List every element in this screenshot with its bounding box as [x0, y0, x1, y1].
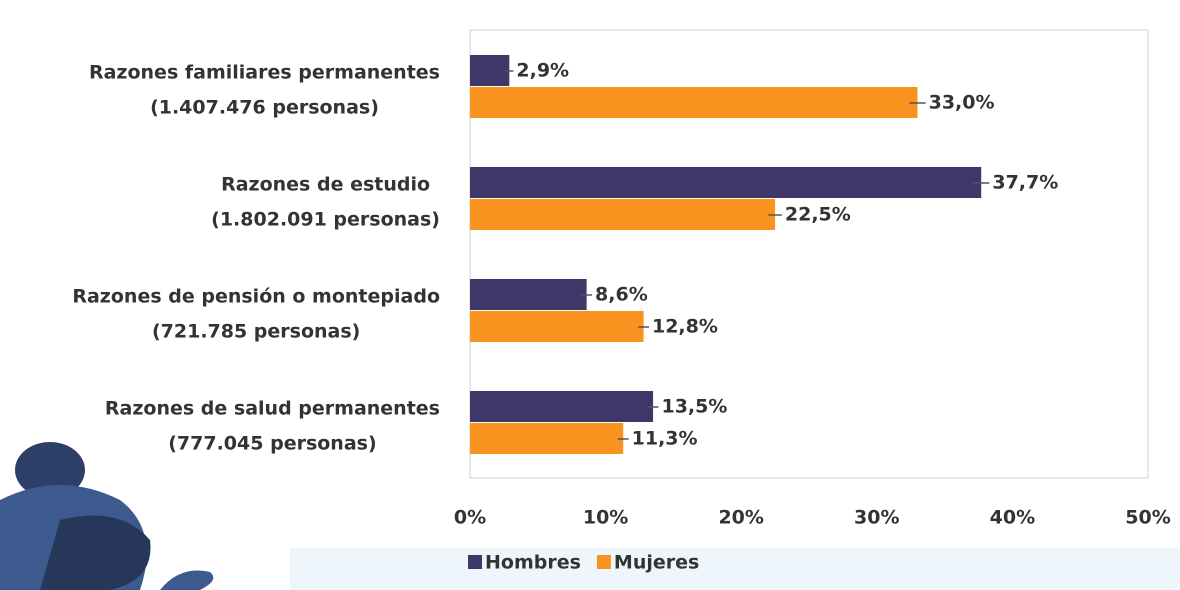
- bar: [470, 279, 587, 310]
- bar: [470, 423, 623, 454]
- x-tick-label: 10%: [583, 507, 628, 529]
- value-label: 33,0%: [929, 92, 995, 114]
- x-tick-label: 40%: [990, 507, 1035, 529]
- value-label: 11,3%: [632, 428, 698, 450]
- value-label: 2,9%: [516, 60, 569, 82]
- category-sublabel: (721.785 personas): [152, 321, 360, 343]
- category-sublabel: (777.045 personas): [168, 433, 376, 455]
- category-sublabel: (1.802.091 personas): [211, 209, 440, 231]
- bar: [470, 167, 981, 198]
- category-label: Razones familiares permanentes: [89, 62, 440, 84]
- bar: [470, 391, 653, 422]
- legend-label: Mujeres: [614, 552, 699, 574]
- bar: [470, 55, 509, 86]
- bar: [470, 311, 644, 342]
- value-label: 22,5%: [785, 204, 851, 226]
- category-label: Razones de salud permanentes: [105, 398, 440, 420]
- x-tick-label: 50%: [1125, 507, 1170, 529]
- category-label: Razones de estudio: [221, 174, 430, 196]
- x-tick-label: 20%: [718, 507, 763, 529]
- value-label: 12,8%: [652, 316, 718, 338]
- legend-swatch: [468, 555, 482, 569]
- value-label: 13,5%: [661, 396, 727, 418]
- value-label: 8,6%: [595, 284, 648, 306]
- bar: [470, 199, 775, 230]
- x-tick-label: 0%: [454, 507, 486, 529]
- value-label: 37,7%: [992, 172, 1058, 194]
- x-tick-label: 30%: [854, 507, 899, 529]
- legend-label: Hombres: [485, 552, 581, 574]
- category-sublabel: (1.407.476 personas): [150, 97, 379, 119]
- bar: [470, 87, 917, 118]
- legend-swatch: [597, 555, 611, 569]
- category-label: Razones de pensión o montepiado: [72, 286, 440, 308]
- chart: 0% 10% 20% 30% 40% 50% Razones familiares perm…: [0, 0, 1180, 590]
- background-band: [290, 548, 1180, 590]
- illustration: [0, 442, 213, 590]
